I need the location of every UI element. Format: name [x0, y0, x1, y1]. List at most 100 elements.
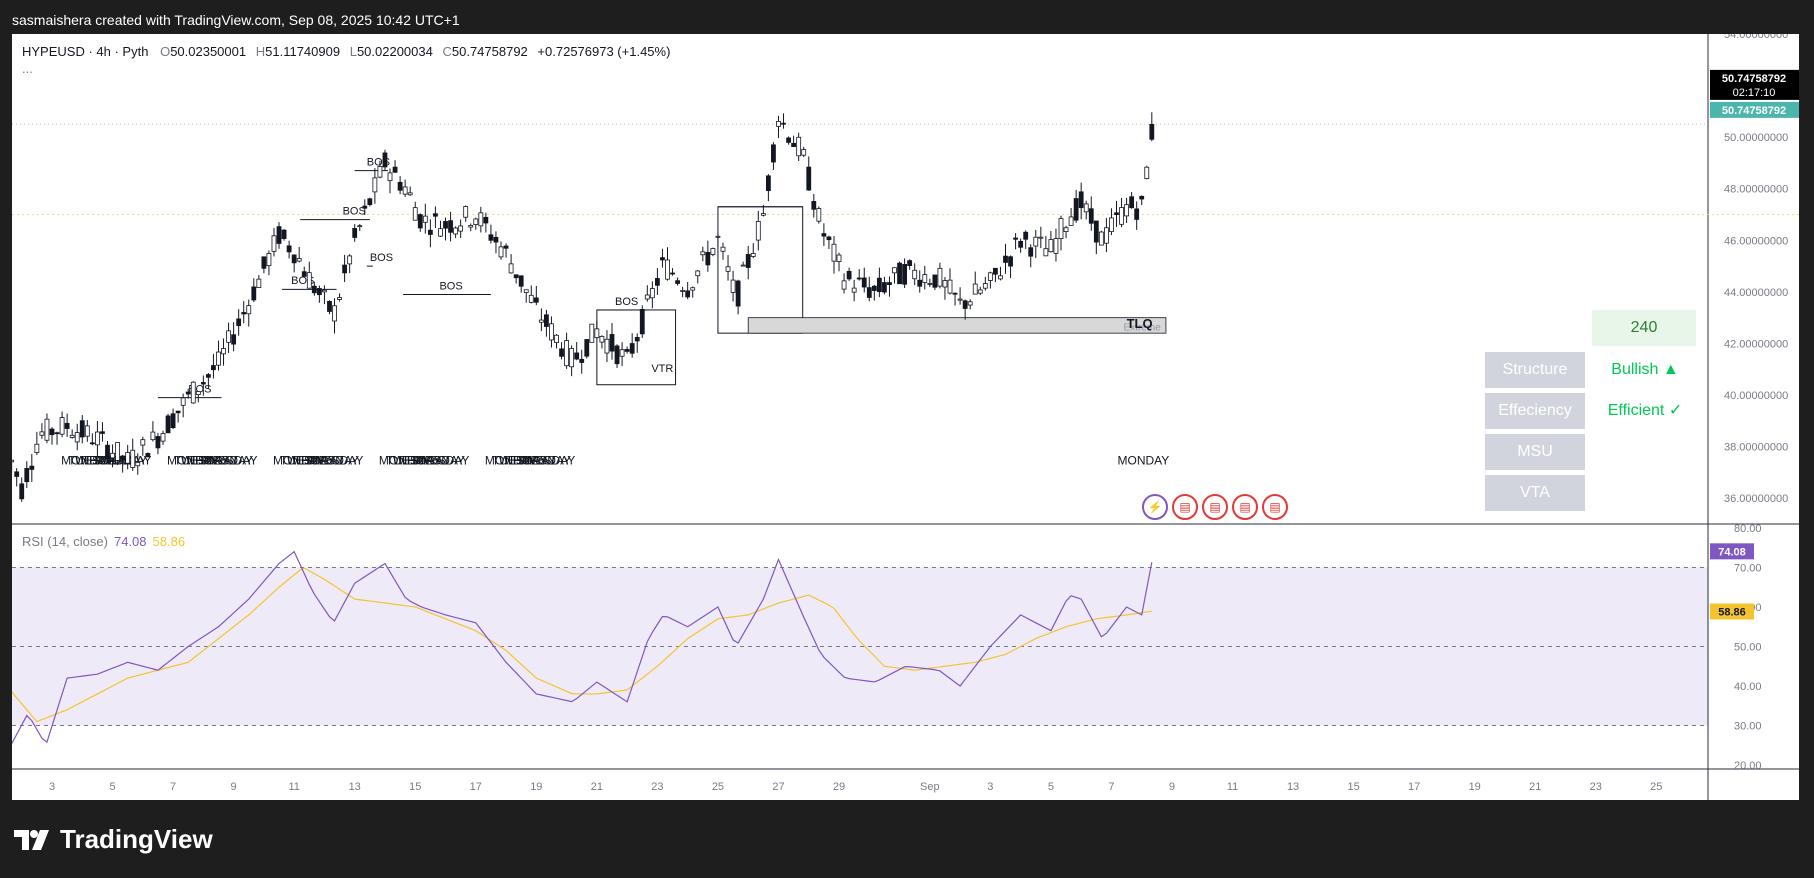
- candle-body: [584, 339, 590, 357]
- candle-body: [866, 287, 872, 298]
- candle-body: [29, 465, 35, 470]
- rsi-ma-badge-label: 58.86: [1718, 606, 1746, 618]
- candle-body: [1068, 216, 1074, 226]
- rsi-tick-label: 30.00: [1734, 721, 1762, 733]
- day-label: FRIDAY: [513, 454, 556, 468]
- candle-body: [155, 436, 161, 449]
- candle-body: [705, 251, 711, 266]
- brand-text: TradingView: [60, 824, 213, 854]
- candle-body: [987, 272, 993, 281]
- time-tick-label: 21: [1529, 781, 1541, 793]
- candle-body: [801, 149, 807, 156]
- us-flag-icon[interactable]: ▤: [1262, 494, 1288, 520]
- candle-body: [902, 264, 908, 285]
- us-flag-icon[interactable]: ▤: [1232, 494, 1258, 520]
- candle-body: [508, 263, 514, 274]
- candle-body: [271, 235, 277, 252]
- time-tick-label: 15: [1347, 781, 1359, 793]
- candle-body: [216, 351, 221, 366]
- candle-body: [195, 391, 201, 395]
- day-label: FRIDAY: [301, 454, 344, 468]
- candle-body: [1003, 255, 1008, 263]
- candle-body: [1023, 231, 1029, 240]
- candle-body: [160, 433, 166, 442]
- candle-body: [337, 297, 342, 300]
- chart-canvas[interactable]: BOSBOSBOSBOSBOSBOSBOSVTRVTRExtremeTLQMON…: [12, 34, 1799, 800]
- candle-body: [1028, 247, 1034, 257]
- candle-body: [59, 417, 65, 435]
- bolt-event-icon[interactable]: ⚡: [1142, 494, 1168, 520]
- candle-body: [44, 418, 50, 441]
- rsi-name[interactable]: RSI (14, close): [22, 534, 108, 549]
- candle-body: [79, 420, 85, 438]
- day-label: THURSDAY: [294, 454, 359, 468]
- candle-body: [725, 266, 731, 272]
- candle-body: [205, 374, 211, 378]
- close-value: 50.74758792: [451, 44, 528, 59]
- time-tick-label: 29: [833, 781, 845, 793]
- day-label: FRIDAY: [407, 454, 450, 468]
- candle-body: [100, 431, 105, 434]
- candle-body: [1043, 248, 1049, 257]
- candle-body: [549, 323, 554, 341]
- candle-body: [412, 207, 418, 221]
- candle-body: [544, 314, 549, 327]
- candle-body: [291, 254, 297, 264]
- candle-body: [937, 267, 943, 287]
- candle-body: [1008, 256, 1013, 267]
- price-tick-label: 36.00000000: [1724, 493, 1788, 505]
- candle-body: [836, 254, 842, 262]
- open-label: O: [160, 44, 171, 59]
- legend-more-button[interactable]: ...: [22, 61, 33, 76]
- open-value: 50.02350001: [170, 44, 247, 59]
- day-label: MONDAY: [1118, 454, 1170, 468]
- chart-frame[interactable]: BOSBOSBOSBOSBOSBOSBOSVTRVTRExtremeTLQMON…: [12, 34, 1799, 800]
- candle-body: [226, 330, 231, 343]
- candle-body: [791, 142, 797, 148]
- candle-body: [1048, 239, 1054, 253]
- bos-6-label: BOS: [439, 280, 462, 292]
- candle-body: [362, 205, 368, 209]
- candle-body: [332, 305, 337, 322]
- candle-body: [130, 449, 136, 468]
- time-tick-label: 25: [1650, 781, 1662, 793]
- candle-body: [1139, 195, 1145, 200]
- candle-body: [932, 274, 938, 288]
- rsi-ma-badge: [1710, 603, 1754, 620]
- vta-label: VTA: [1485, 475, 1585, 511]
- vtr-box-1: [596, 309, 677, 386]
- day-label: THURSDAY: [188, 454, 253, 468]
- candle-body: [1033, 236, 1039, 247]
- candle-body: [39, 431, 45, 436]
- candle-body: [882, 282, 887, 293]
- rsi-ma-value: 58.86: [152, 534, 186, 549]
- candle-body: [922, 274, 928, 283]
- candle-body: [821, 233, 827, 237]
- candle-body: [422, 215, 428, 223]
- candle-body: [619, 349, 625, 357]
- price-tick-label: 44.00000000: [1724, 287, 1788, 299]
- rsi-tick-label: 40.00: [1734, 681, 1762, 693]
- day-label: THURSDAY: [400, 454, 465, 468]
- candle-body: [286, 245, 292, 253]
- tradingview-logo[interactable]: TradingView: [14, 824, 213, 855]
- us-flag-icon[interactable]: ▤: [1202, 494, 1228, 520]
- candle-body: [745, 254, 751, 268]
- symbol-label[interactable]: HYPEUSD · 4h · Pyth: [22, 44, 149, 59]
- time-tick-label: 5: [1048, 781, 1054, 793]
- tradingview-logo-icon: [14, 829, 49, 850]
- candle-body: [680, 290, 686, 292]
- candle-body: [559, 348, 564, 357]
- candle-body: [887, 282, 892, 285]
- candle-body: [110, 452, 115, 459]
- candle-body: [125, 452, 131, 464]
- candle-body: [1038, 236, 1044, 239]
- candle-body: [776, 121, 781, 127]
- candle-body: [316, 288, 322, 296]
- candle-body: [781, 122, 786, 125]
- candle-body: [816, 208, 822, 222]
- time-tick-label: 7: [1108, 781, 1114, 793]
- candle-body: [1119, 207, 1124, 225]
- candle-body: [1093, 220, 1099, 243]
- us-flag-icon[interactable]: ▤: [1172, 494, 1198, 520]
